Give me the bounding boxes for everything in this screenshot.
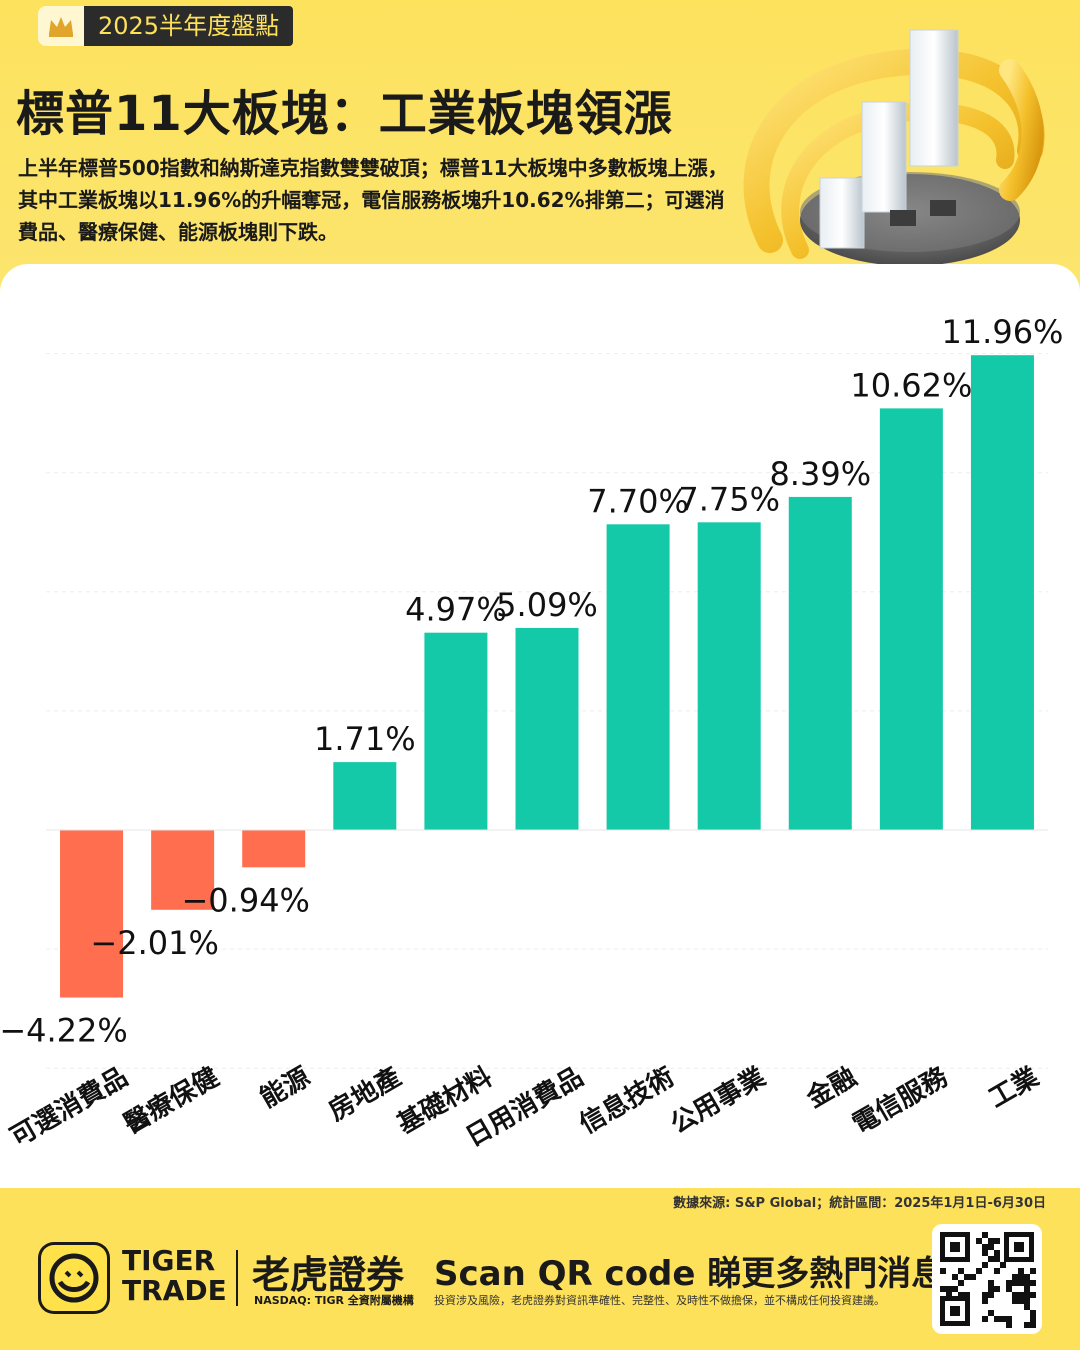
period-badge: 2025半年度盤點: [38, 6, 294, 46]
bar-10: [879, 408, 943, 830]
page-subtitle: 上半年標普500指數和納斯達克指數雙雙破頂；標普11大板塊中多數板塊上漲，其中工…: [18, 156, 728, 244]
data-label-3: −0.94%: [181, 881, 309, 919]
data-label-10: 10.62%: [850, 366, 972, 404]
category-label-10: 電信服務: [848, 1062, 954, 1140]
disclaimer: 投資涉及風險，老虎證券對資訊準確性、完整性、及時性不做擔保，並不構成任何投資建議…: [434, 1294, 885, 1307]
bar-5: [424, 632, 488, 830]
brand-line-1: TIGER: [122, 1244, 216, 1277]
page-title: 標普11大板塊：工業板塊領漲: [16, 86, 673, 142]
bar-9: [788, 496, 852, 830]
qr-code[interactable]: [932, 1224, 1042, 1334]
data-label-5: 4.97%: [405, 591, 507, 629]
brand-subtitle: NASDAQ: TIGR 全資附屬機構: [254, 1294, 414, 1307]
tiger-logo-icon: [38, 1242, 110, 1314]
brand-line-2: TRADE: [122, 1274, 227, 1307]
data-label-11: 11.96%: [941, 313, 1063, 351]
brand-name-cn: 老虎證券: [252, 1253, 405, 1297]
bar-1: [60, 830, 124, 998]
bar-11: [970, 355, 1034, 830]
bar-4: [333, 762, 397, 830]
footer: 數據來源: S&P Global；統計區間：2025年1月1日-6月30日 TI…: [0, 1188, 1080, 1350]
crown-icon: [38, 6, 84, 46]
data-label-7: 7.70%: [587, 482, 689, 520]
category-label-2: 醫療保健: [119, 1062, 224, 1140]
data-label-8: 7.75%: [678, 480, 780, 518]
qr-code-icon: [940, 1232, 1036, 1328]
category-label-9: 金融: [800, 1061, 861, 1114]
bar-6: [515, 627, 579, 830]
bar-2: [151, 830, 215, 910]
bar-3: [242, 830, 306, 868]
badge-label: 2025半年度盤點: [84, 6, 294, 46]
data-label-2: −2.01%: [90, 924, 218, 962]
brand-divider: [236, 1250, 238, 1306]
data-source: 數據來源: S&P Global；統計區間：2025年1月1日-6月30日: [673, 1196, 1046, 1211]
decorative-illustration: [743, 29, 1045, 266]
category-label-8: 公用事業: [666, 1062, 771, 1140]
chart-card: −4.22% 可選消費品 −2.01% 醫療保健 −0.94% 能源 1.71% 房地產 4.9…: [0, 264, 1080, 1188]
data-label-1: −4.22%: [0, 1012, 128, 1050]
data-label-4: 1.71%: [314, 720, 416, 758]
scan-cta: Scan QR code 睇更多熱門消息: [434, 1254, 946, 1294]
bar-8: [697, 522, 761, 830]
category-label-7: 信息技術: [574, 1061, 680, 1140]
category-label-11: 工業: [984, 1062, 1044, 1114]
bar-7: [606, 524, 670, 830]
data-label-9: 8.39%: [769, 455, 871, 493]
data-label-6: 5.09%: [496, 586, 598, 624]
brand-name-en: TIGER TRADE: [122, 1246, 227, 1306]
category-label-3: 能源: [255, 1061, 316, 1114]
sector-bar-chart: −4.22%可選消費品−2.01%醫療保健−0.94%能源1.71%房地產4.9…: [0, 313, 1063, 1153]
category-label-1: 可選消費品: [5, 1062, 133, 1153]
